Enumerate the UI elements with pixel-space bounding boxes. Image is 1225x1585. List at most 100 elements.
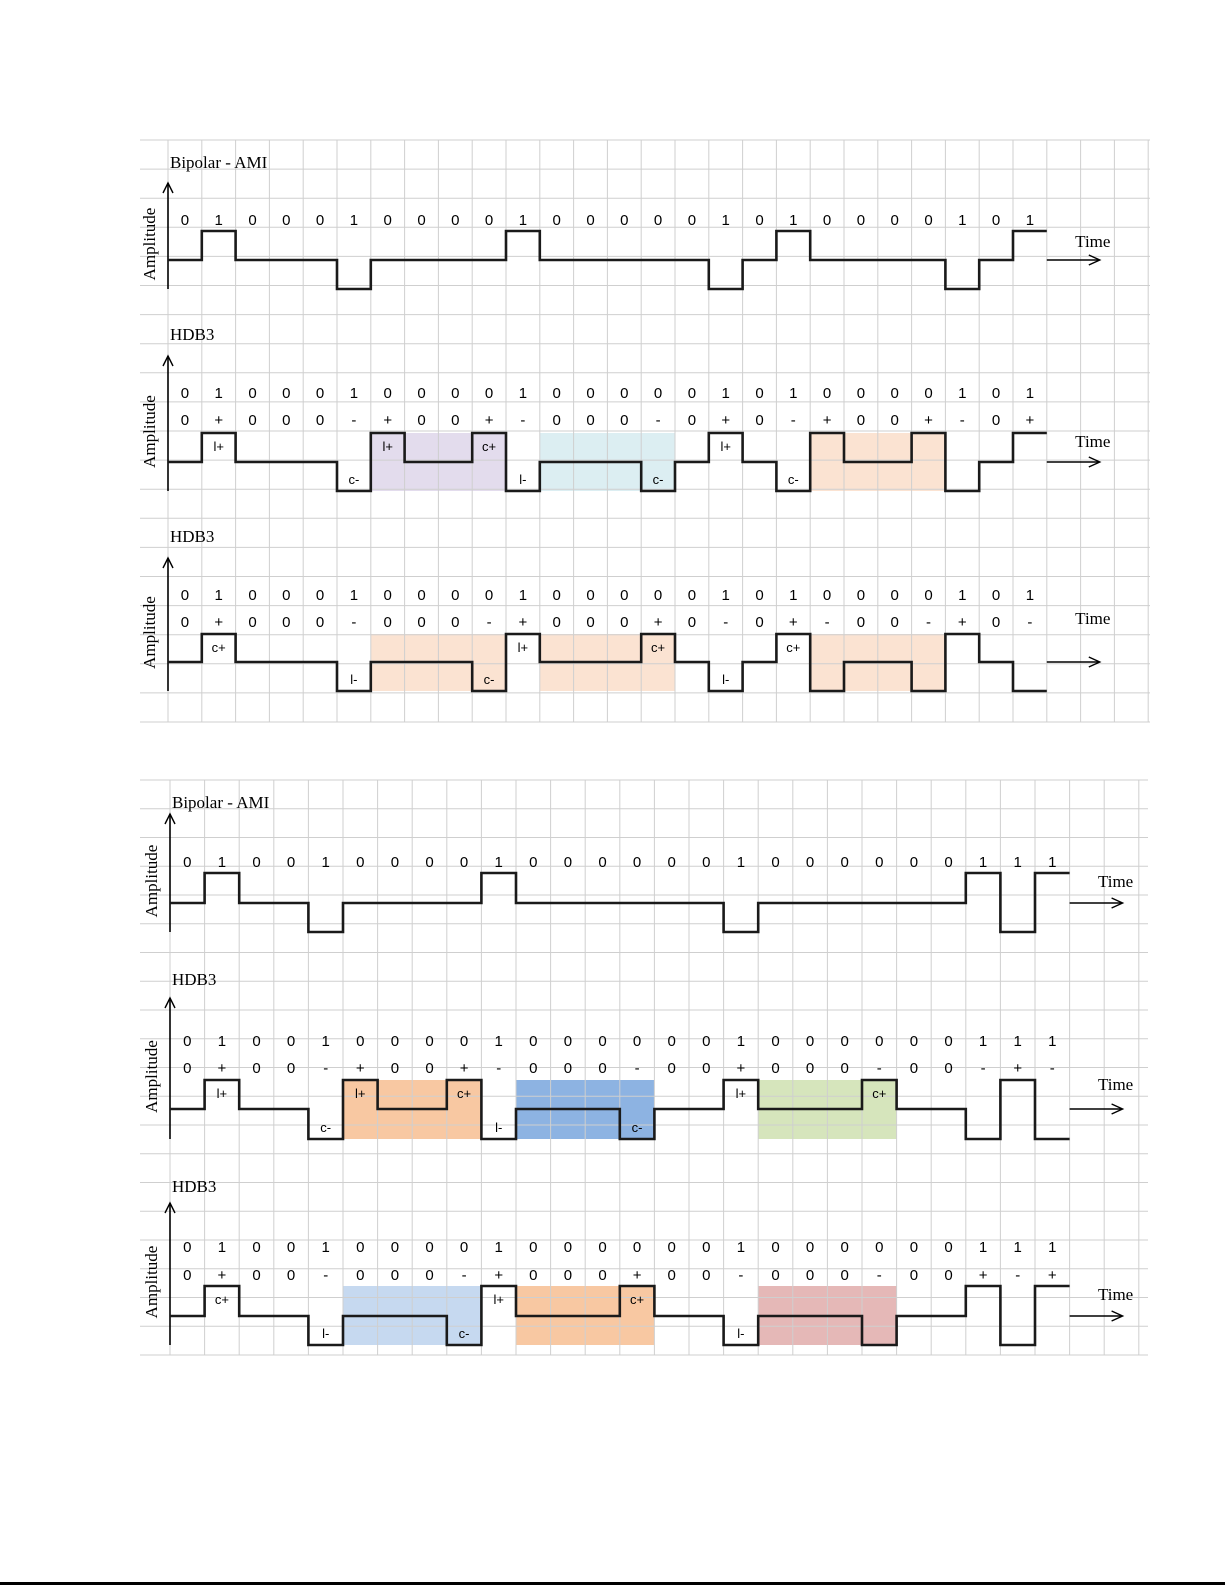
- bit-label: 0: [944, 854, 952, 871]
- polarity-label: -: [877, 1267, 882, 1284]
- bit-label: 0: [857, 385, 865, 402]
- figure-2: Bipolar - AMI Amplitude 0 1 0 0 1 0 0 0 0 1 0 0 0 0 0 0 1 0…: [140, 779, 1148, 1356]
- polarity-label: +: [979, 1267, 988, 1284]
- polarity-label: 0: [282, 614, 290, 631]
- bit-label: 0: [654, 587, 662, 604]
- pulse-tag: l+: [720, 439, 730, 454]
- polarity-label: 0: [417, 614, 425, 631]
- bit-label: 0: [248, 587, 256, 604]
- polarity-label: 0: [891, 614, 899, 631]
- bit-label: 0: [992, 587, 1000, 604]
- bit-label: 0: [553, 587, 561, 604]
- polarity-label: -: [960, 412, 965, 429]
- bit-label: 1: [1014, 854, 1022, 871]
- bit-label: 0: [485, 385, 493, 402]
- polarity-label: +: [485, 412, 494, 429]
- x-axis-arrowhead: [1111, 1310, 1125, 1322]
- bit-label: 0: [460, 1033, 468, 1050]
- bit-label: 0: [181, 385, 189, 402]
- polarity-label: 0: [755, 614, 763, 631]
- bit-label: 1: [218, 1239, 226, 1256]
- polarity-label: +: [633, 1267, 642, 1284]
- polarity-label: +: [460, 1060, 469, 1077]
- polarity-label: 0: [857, 614, 865, 631]
- bit-label: 1: [519, 385, 527, 402]
- bit-label: 1: [1014, 1033, 1022, 1050]
- polarity-label: 0: [598, 1267, 606, 1284]
- polarity-label: +: [1026, 412, 1035, 429]
- bit-label: 0: [620, 385, 628, 402]
- bit-label: 0: [384, 212, 392, 229]
- polarity-label: 0: [553, 412, 561, 429]
- bit-label: 0: [391, 1033, 399, 1050]
- bit-label: 0: [633, 1239, 641, 1256]
- bit-label: 1: [519, 212, 527, 229]
- polarity-label: -: [520, 412, 525, 429]
- bit-label: 0: [183, 1033, 191, 1050]
- panel-2: HDB3 Amplitude 0 1 0 0 0 1 0 0 0 0 1 0 0 0 0 0 1 0 1 0 0 0 0 1 0 1 0…: [140, 325, 1110, 493]
- bit-label: 0: [875, 854, 883, 871]
- pulse-tag: l+: [493, 1292, 503, 1307]
- bit-label: 1: [979, 1033, 987, 1050]
- bit-label: 0: [384, 385, 392, 402]
- bit-label: 0: [282, 212, 290, 229]
- polarity-label: +: [958, 614, 967, 631]
- bit-label: 0: [425, 854, 433, 871]
- polarity-label: 0: [451, 412, 459, 429]
- polarity-label: 0: [316, 614, 324, 631]
- polarity-label: 0: [841, 1060, 849, 1077]
- polarity-label: -: [1027, 614, 1032, 631]
- bit-label: 0: [924, 212, 932, 229]
- x-axis-label: Time: [1098, 1075, 1133, 1094]
- polarity-label: +: [218, 1267, 227, 1284]
- bit-label: 1: [1026, 385, 1034, 402]
- bit-label: 1: [519, 587, 527, 604]
- bit-label: 1: [495, 854, 503, 871]
- y-axis-arrowhead: [164, 1201, 176, 1214]
- polarity-label: 0: [702, 1267, 710, 1284]
- polarity-label: 0: [564, 1060, 572, 1077]
- bit-label: 1: [789, 212, 797, 229]
- bit-label: 1: [1026, 587, 1034, 604]
- polarity-label: -: [877, 1060, 882, 1077]
- polarity-label: 0: [425, 1267, 433, 1284]
- polarity-label: +: [924, 412, 933, 429]
- polarity-label: -: [981, 1060, 986, 1077]
- bit-label: 1: [737, 1033, 745, 1050]
- bit-label: 0: [287, 854, 295, 871]
- x-axis-arrowhead: [1111, 1103, 1125, 1115]
- polarity-label: 0: [181, 412, 189, 429]
- x-axis-arrowhead: [1088, 254, 1102, 266]
- bit-label: 0: [841, 1033, 849, 1050]
- y-axis-arrowhead: [162, 354, 174, 367]
- bit-label: 0: [688, 212, 696, 229]
- polarity-label: 0: [992, 412, 1000, 429]
- y-axis-label: Amplitude: [142, 845, 161, 918]
- bit-label: 1: [722, 212, 730, 229]
- bit-label: 0: [248, 385, 256, 402]
- bit-label: 1: [789, 385, 797, 402]
- bit-label: 0: [688, 385, 696, 402]
- polarity-label: 0: [451, 614, 459, 631]
- bit-label: 0: [287, 1033, 295, 1050]
- bit-label: 0: [181, 587, 189, 604]
- polarity-label: +: [721, 412, 730, 429]
- polarity-label: 0: [248, 614, 256, 631]
- pulse-tag: l+: [736, 1086, 746, 1101]
- panel-title: HDB3: [172, 970, 216, 989]
- bit-label: 0: [806, 854, 814, 871]
- bit-label: 0: [620, 587, 628, 604]
- bit-label: 0: [910, 1239, 918, 1256]
- signal-waveform: [170, 1078, 1070, 1141]
- bit-label: 0: [633, 854, 641, 871]
- y-axis-arrowhead: [164, 812, 176, 825]
- bit-label: 0: [183, 1239, 191, 1256]
- y-axis-label: Amplitude: [140, 395, 159, 468]
- polarity-label: -: [791, 412, 796, 429]
- bit-label: 0: [823, 385, 831, 402]
- bit-label: 1: [218, 1033, 226, 1050]
- y-axis-arrowhead: [164, 996, 176, 1009]
- bit-label: 1: [958, 212, 966, 229]
- bit-label: 0: [451, 385, 459, 402]
- y-axis-label: Amplitude: [142, 1246, 161, 1319]
